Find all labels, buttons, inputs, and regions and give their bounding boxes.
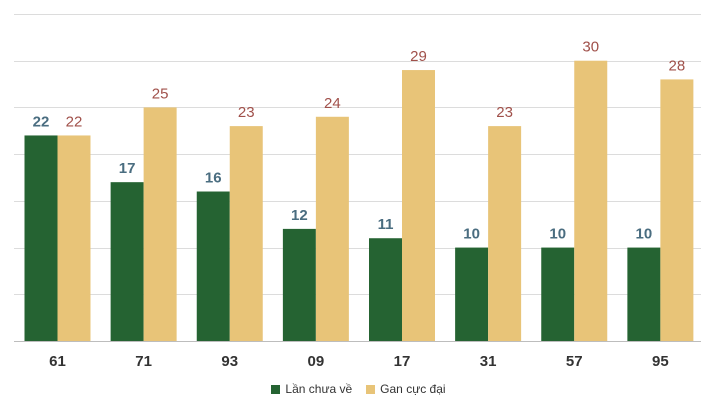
data-label: 16 bbox=[205, 170, 222, 187]
data-label: 22 bbox=[33, 113, 50, 130]
bar-gan-cuc-dai-71[interactable] bbox=[143, 107, 177, 341]
bar-gan-cuc-dai-61[interactable] bbox=[57, 135, 91, 341]
data-label: 22 bbox=[66, 113, 83, 130]
bar-gan-cuc-dai-57[interactable] bbox=[574, 60, 608, 341]
legend: Lần chưa về Gan cực đại bbox=[0, 382, 717, 396]
data-label: 17 bbox=[119, 160, 136, 177]
x-tick-label: 93 bbox=[221, 353, 238, 370]
bar-lan-chua-ve-17[interactable] bbox=[369, 238, 402, 341]
data-label: 10 bbox=[549, 226, 566, 243]
data-label: 29 bbox=[410, 48, 427, 65]
legend-item-series-1[interactable]: Gan cực đại bbox=[366, 382, 446, 396]
x-tick-label: 31 bbox=[480, 353, 497, 370]
data-label: 28 bbox=[669, 57, 686, 74]
legend-item-series-0[interactable]: Lần chưa về bbox=[271, 382, 352, 396]
data-label: 25 bbox=[152, 85, 169, 102]
legend-swatch bbox=[271, 384, 281, 394]
bar-lan-chua-ve-95[interactable] bbox=[627, 247, 661, 341]
data-label: 23 bbox=[238, 104, 255, 121]
bar-lan-chua-ve-93[interactable] bbox=[196, 191, 230, 341]
bar-lan-chua-ve-71[interactable] bbox=[110, 182, 144, 341]
data-label: 12 bbox=[291, 207, 308, 224]
bar-gan-cuc-dai-95[interactable] bbox=[660, 79, 694, 342]
bar-chart: 22 22 17 25 16 23 12 24 11 29 10 23 10 30 10 28 61 71 93 0… bbox=[14, 14, 701, 370]
bar-gan-cuc-dai-17[interactable] bbox=[402, 70, 435, 342]
bar-gan-cuc-dai-09[interactable] bbox=[315, 116, 349, 342]
legend-swatch bbox=[366, 384, 376, 394]
data-label: 10 bbox=[636, 226, 653, 243]
bar-gan-cuc-dai-31[interactable] bbox=[488, 126, 522, 341]
bar-lan-chua-ve-61[interactable] bbox=[24, 135, 58, 341]
x-tick-label: 57 bbox=[566, 353, 583, 370]
x-tick-label: 09 bbox=[308, 353, 325, 370]
bar-lan-chua-ve-09[interactable] bbox=[282, 228, 316, 341]
legend-label: Gan cực đại bbox=[380, 382, 446, 396]
x-tick-label: 61 bbox=[49, 353, 66, 370]
x-tick-labels: 61 71 93 09 17 31 57 95 bbox=[49, 353, 669, 370]
data-label: 11 bbox=[378, 216, 394, 233]
x-tick-label: 95 bbox=[652, 353, 669, 370]
x-tick-label: 17 bbox=[394, 353, 411, 370]
data-label: 30 bbox=[582, 39, 599, 56]
data-label: 23 bbox=[496, 104, 513, 121]
bars bbox=[24, 60, 694, 342]
bar-lan-chua-ve-57[interactable] bbox=[541, 247, 575, 341]
value-labels: 22 22 17 25 16 23 12 24 11 29 10 23 10 30 10 28 bbox=[33, 39, 686, 243]
legend-label: Lần chưa về bbox=[285, 382, 353, 396]
x-tick-label: 71 bbox=[135, 353, 152, 370]
data-label: 10 bbox=[463, 226, 480, 243]
bar-lan-chua-ve-31[interactable] bbox=[455, 247, 489, 341]
bar-gan-cuc-dai-93[interactable] bbox=[229, 126, 263, 341]
data-label: 24 bbox=[324, 95, 341, 112]
